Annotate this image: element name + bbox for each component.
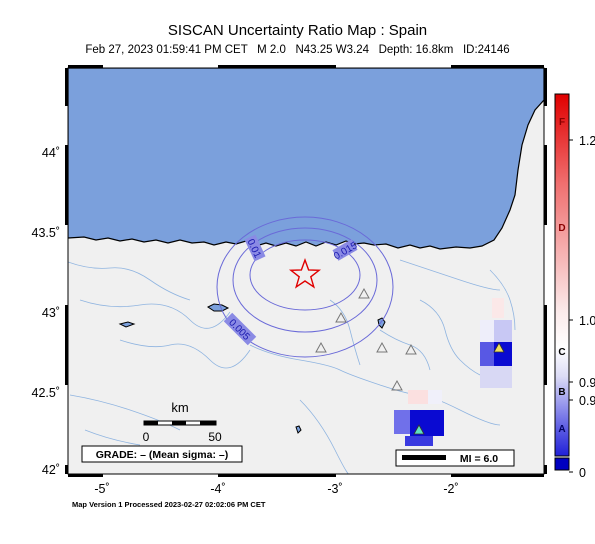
- rivers: [68, 259, 516, 474]
- lon-tick-label: -2˚: [443, 482, 458, 496]
- station-active: [413, 424, 425, 435]
- colorbar-value: 1.0: [579, 314, 595, 328]
- mi-legend: MI = 6.0: [460, 453, 498, 465]
- ratio-cells: [394, 298, 512, 446]
- map-title: SISCAN Uncertainty Ratio Map : Spain: [167, 22, 428, 39]
- colorbar-letter: D: [558, 223, 565, 234]
- colorbar-value: 1.2: [579, 134, 595, 148]
- colorbar-value: 0.9: [579, 394, 595, 408]
- colorbar-letter: A: [558, 424, 565, 435]
- colorbar: F D C B A 1.2 1.0 0.9 0.9 0: [554, 93, 595, 480]
- scale-tick-label: 0: [143, 430, 150, 444]
- colorbar-letter: F: [559, 117, 565, 128]
- epicenter-star-icon: [288, 257, 322, 289]
- lat-tick-label: 44˚: [42, 146, 60, 160]
- lat-tick-label: 43˚: [42, 306, 60, 320]
- lakes: [118, 303, 386, 434]
- lat-axis: 44˚ 43.5˚ 43˚ 42.5˚ 42˚: [32, 146, 61, 477]
- scale-unit: km: [171, 400, 188, 415]
- lat-tick-label: 42.5˚: [32, 386, 61, 400]
- station-active: [493, 342, 505, 353]
- grade-box: GRADE: – (Mean sigma: –): [96, 449, 228, 461]
- event-info: Feb 27, 2023 01:59:41 PM CET M 2.0 N43.2…: [85, 44, 510, 56]
- colorbar-letter: C: [558, 347, 565, 358]
- map-area: 0.01 0.005 0.015 km: [68, 68, 544, 474]
- lat-tick-label: 42˚: [42, 463, 60, 477]
- scale-bar: km 0 50: [143, 400, 222, 444]
- stations: [315, 287, 417, 391]
- map-frame: [65, 65, 547, 477]
- lon-tick-label: -4˚: [210, 482, 225, 496]
- processing-footer: Map Version 1 Processed 2023-02-27 02:02…: [72, 500, 266, 509]
- contours: [216, 216, 394, 358]
- lon-tick-label: -5˚: [94, 482, 109, 496]
- lat-tick-label: 43.5˚: [32, 226, 61, 240]
- lon-tick-label: -3˚: [327, 482, 342, 496]
- scale-tick-label: 50: [208, 430, 222, 444]
- colorbar-value: 0.9: [579, 376, 595, 390]
- colorbar-letter: B: [558, 387, 565, 398]
- lon-axis: -5˚ -4˚ -3˚ -2˚: [94, 482, 458, 496]
- sea: [68, 68, 544, 250]
- colorbar-value: 0: [579, 466, 586, 480]
